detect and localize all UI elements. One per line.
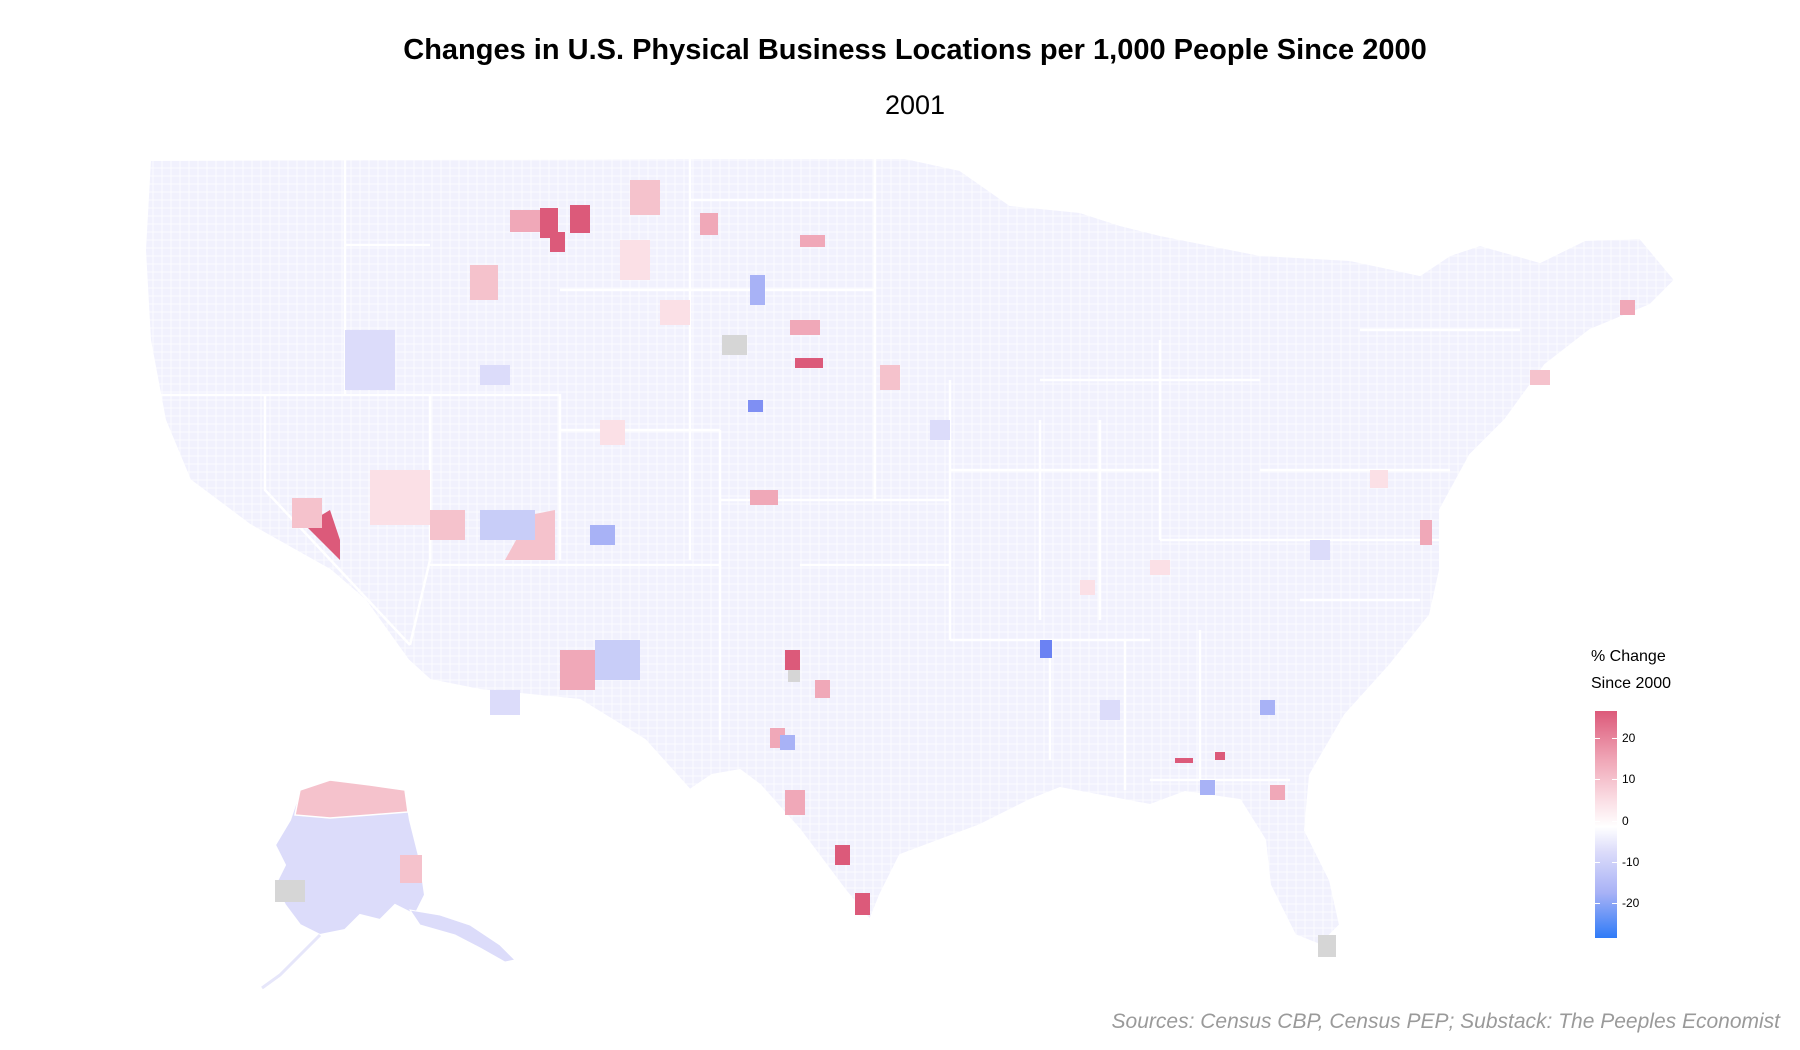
legend-tick-label: 0 [1622,814,1629,828]
map-title: Changes in U.S. Physical Business Locati… [403,34,1427,66]
legend-tick-label: 20 [1622,731,1636,745]
legend-tick-mark-20-right [1612,738,1617,739]
legend-tick-label: -10 [1622,855,1640,869]
alaska-panhandle [408,909,517,963]
legend-title-line2: Since 2000 [1591,675,1672,692]
alaska-missing-county [275,880,305,902]
state-borders [160,158,1520,790]
county-increase-shading [292,180,1635,915]
legend-tick-mark-10 [1595,779,1600,780]
legend-tick-mark-minus-20 [1595,903,1600,904]
legend-color-bar [1595,711,1617,938]
alaska-north-slope [294,779,409,819]
source-credit: Sources: Census CBP, Census PEP; Substac… [1111,1010,1780,1033]
county-missing-data [722,335,1336,957]
legend-tick-mark-minus-10 [1595,862,1600,863]
legend-tick-mark-minus-20-right [1612,903,1617,904]
legend-tick-label: 10 [1622,772,1636,786]
county-decrease-shading [345,275,1330,795]
legend-tick-label: -20 [1622,896,1640,910]
legend-tick-mark-minus-10-right [1612,862,1617,863]
legend-tick-mark-20 [1595,738,1600,739]
legend-tick-mark-0-right [1612,821,1617,822]
legend-title-line1: % Change [1591,648,1666,665]
legend-tick-mark-10-right [1612,779,1617,780]
map-subtitle: 2001 [884,90,946,120]
legend-tick-mark-0 [1595,821,1600,822]
